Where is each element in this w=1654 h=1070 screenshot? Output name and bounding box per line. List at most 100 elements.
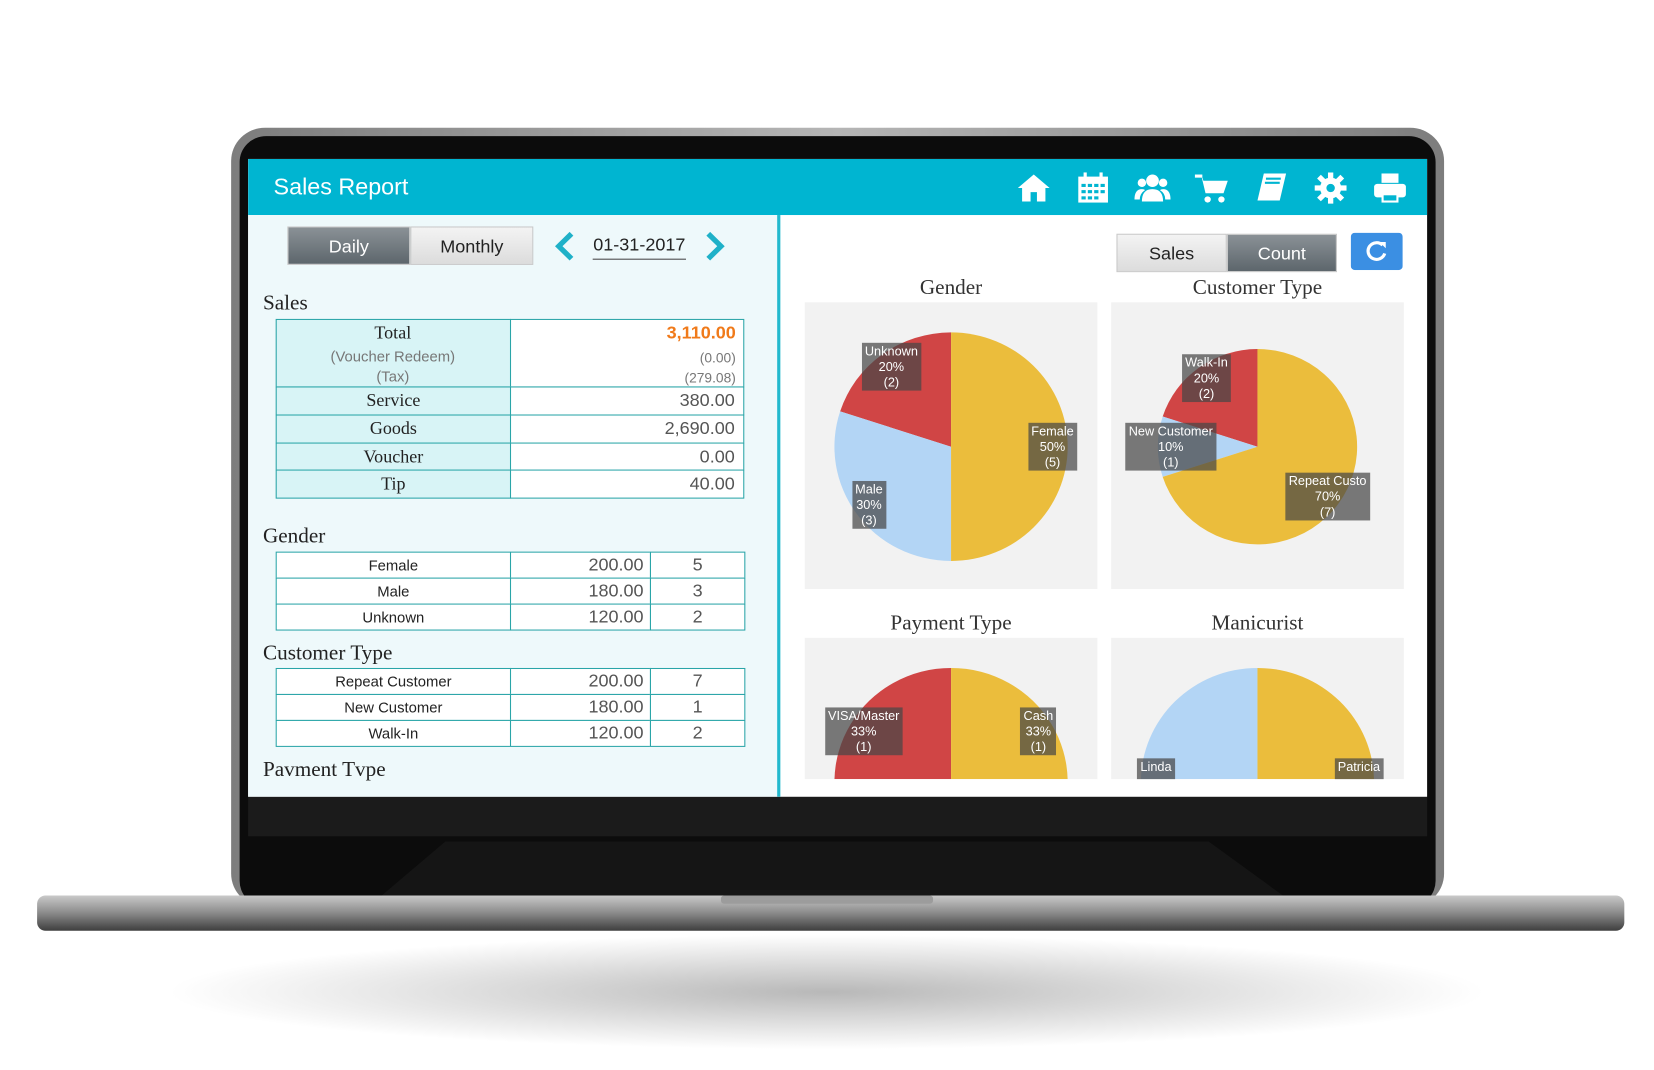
pie-chart: Linda Patricia xyxy=(1111,637,1404,780)
slice-label-line: Repeat Custo xyxy=(1288,473,1367,489)
slice-label: Repeat Custo 70% (7) xyxy=(1285,472,1370,521)
slice-label-line: (7) xyxy=(1319,504,1336,520)
slice-label-line: 33% xyxy=(850,724,877,739)
slice-label: Female 50% (5) xyxy=(1028,422,1077,471)
period-tab[interactable]: Daily xyxy=(287,226,411,265)
row-value: 380.00 xyxy=(509,386,745,416)
table-cell: Unknown xyxy=(275,603,512,631)
period-tab[interactable]: Monthly xyxy=(410,226,534,265)
table-cell: 200.00 xyxy=(509,551,651,579)
slice-label-line: (2) xyxy=(883,374,900,390)
slice-label-line: 20% xyxy=(878,358,905,374)
pie-slice xyxy=(1257,667,1375,780)
table-cell: 120.00 xyxy=(509,719,651,747)
table-cell: 2 xyxy=(649,603,746,631)
settings-icon[interactable] xyxy=(1313,170,1349,205)
laptop-base xyxy=(37,895,1625,931)
table-cell: New Customer xyxy=(275,693,512,721)
section-heading: Pavment Tvpe xyxy=(262,758,386,782)
chart-title: Customer Type xyxy=(1192,276,1323,300)
slice-label-line: 70% xyxy=(1314,489,1341,504)
app-screen: Sales Report Daily Monthly 01-31-2017 Sal… xyxy=(248,158,1428,797)
slice-label-line: Cash xyxy=(1023,708,1054,724)
table-cell: 180.00 xyxy=(509,577,651,605)
slice-label-line: Walk-In xyxy=(1185,355,1228,370)
table-cell xyxy=(509,318,745,388)
row-label: (Tax) xyxy=(376,367,410,385)
row-label: Service xyxy=(275,386,512,416)
chart-title: Gender xyxy=(919,276,983,300)
table-cell: 120.00 xyxy=(509,603,651,631)
home-icon[interactable] xyxy=(1016,170,1052,205)
table-cell: 5 xyxy=(649,551,746,579)
row-value: 2,690.00 xyxy=(509,414,745,444)
slice-label: Walk-In 20% (2) xyxy=(1181,354,1232,402)
row-label: (Voucher Redeem) xyxy=(330,348,456,365)
slice-label-line: (5) xyxy=(1044,455,1061,470)
divider xyxy=(777,215,781,797)
slice-label-line: 30% xyxy=(856,497,882,513)
table-cell: 180.00 xyxy=(509,693,651,721)
slice-label-line: (1) xyxy=(855,739,872,755)
row-label: Voucher xyxy=(275,442,512,471)
table-cell: Female xyxy=(275,551,512,579)
slice-label-line: (1) xyxy=(1030,739,1047,755)
calendar-icon[interactable] xyxy=(1075,170,1111,205)
customers-icon[interactable] xyxy=(1134,170,1171,205)
row-label: Tip xyxy=(275,469,512,499)
row-label: Goods xyxy=(275,414,512,444)
mode-tab[interactable]: Sales xyxy=(1116,233,1227,273)
pie-chart: Unknown 20% (2) Male 30% (3) Female 50% (5) xyxy=(804,302,1098,590)
page-title: Sales Report xyxy=(273,173,409,200)
total-value: 3,110.00 xyxy=(666,323,736,343)
pie-slice xyxy=(834,411,952,561)
slice-label: Unknown 20% (2) xyxy=(861,342,922,391)
shadow xyxy=(169,934,1485,1050)
slice-label-line: Patricia xyxy=(1337,759,1381,774)
slice-label-line: Unknown xyxy=(864,343,918,358)
mode-tab[interactable]: Count xyxy=(1226,233,1337,273)
row-value: 0.00 xyxy=(509,442,745,471)
table-cell: 1 xyxy=(649,693,746,721)
cart-icon[interactable] xyxy=(1194,170,1230,205)
slice-label-line: (2) xyxy=(1198,386,1215,401)
slice-label: VISA/Master 33% (1) xyxy=(824,707,903,756)
refresh-button[interactable] xyxy=(1350,232,1403,271)
section-heading: Gender xyxy=(262,524,326,548)
table-cell: Repeat Customer xyxy=(275,667,512,695)
slice-label-line: (3) xyxy=(861,513,877,528)
slice-label-line: Female xyxy=(1031,423,1074,439)
chart-title: Manicurist xyxy=(1211,611,1304,635)
table-cell: 7 xyxy=(649,667,746,695)
prev-date-arrow[interactable] xyxy=(552,231,577,262)
slice-label: Male 30% (3) xyxy=(851,481,886,530)
pie-chart: VISA/Master 33% (1) Cash 33% (1) xyxy=(804,637,1098,780)
pie-slice xyxy=(1140,667,1258,780)
table-cell: 2 xyxy=(649,719,746,747)
slice-label-line: (1) xyxy=(1162,455,1179,470)
row-value: 40.00 xyxy=(509,469,745,499)
slice-label-line: VISA/Master xyxy=(828,708,900,724)
table-cell xyxy=(275,318,512,388)
print-icon[interactable] xyxy=(1372,170,1408,205)
row-label: Total xyxy=(374,323,412,343)
pie-slice xyxy=(951,332,1068,561)
next-date-arrow[interactable] xyxy=(702,231,727,262)
pie xyxy=(1140,667,1375,780)
book-icon[interactable] xyxy=(1253,170,1289,205)
slice-label-line: 10% xyxy=(1158,439,1184,454)
slice-label-line: New Customer xyxy=(1128,423,1213,439)
date-field[interactable]: 01-31-2017 xyxy=(592,235,686,260)
slice-label: Linda xyxy=(1137,758,1175,780)
section-heading: Sales xyxy=(262,291,308,315)
pie-chart: Walk-In 20% (2) New Customer 10% (1) Repeat Cu… xyxy=(1111,302,1404,590)
slice-label-line: 50% xyxy=(1039,439,1066,454)
slice-label-line: 20% xyxy=(1193,370,1220,386)
slice-label-line: Male xyxy=(855,482,883,497)
header-bar: Sales Report xyxy=(248,158,1428,216)
screen-bottom xyxy=(248,796,1428,837)
slice-label: New Customer 10% (1) xyxy=(1125,422,1217,471)
table-cell: Male xyxy=(275,577,512,605)
